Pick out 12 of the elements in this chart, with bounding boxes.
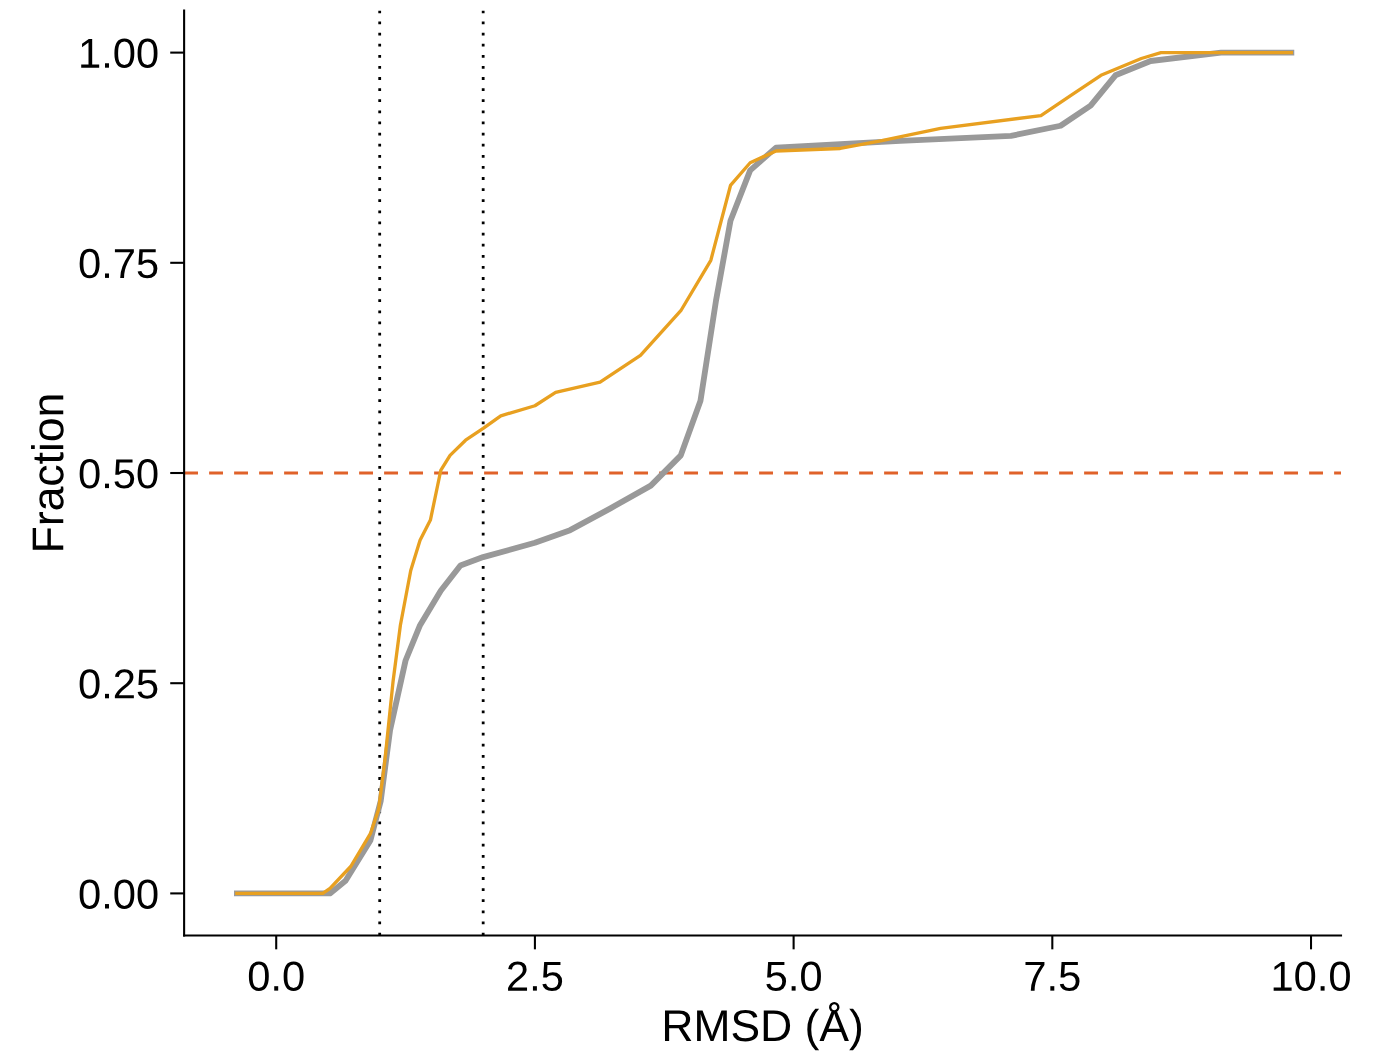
x-tick-label: 2.5 — [508, 961, 563, 992]
y-tick-label: 0.50 — [79, 459, 158, 489]
x-tick-label: 10.0 — [1273, 961, 1350, 992]
y-tick-label: 1.00 — [81, 38, 158, 69]
y-axis-title: Fraction — [31, 395, 64, 550]
x-tick-label: 0.0 — [248, 961, 304, 992]
y-tick-label: 0.00 — [79, 879, 158, 909]
x-axis-title: RMSD (Å) — [664, 1002, 862, 1051]
y-tick-label: 0.75 — [79, 248, 158, 279]
x-tick-label: 7.5 — [1025, 961, 1080, 992]
x-tick-label: 5.0 — [766, 961, 821, 992]
y-tick-label: 0.25 — [79, 669, 158, 699]
